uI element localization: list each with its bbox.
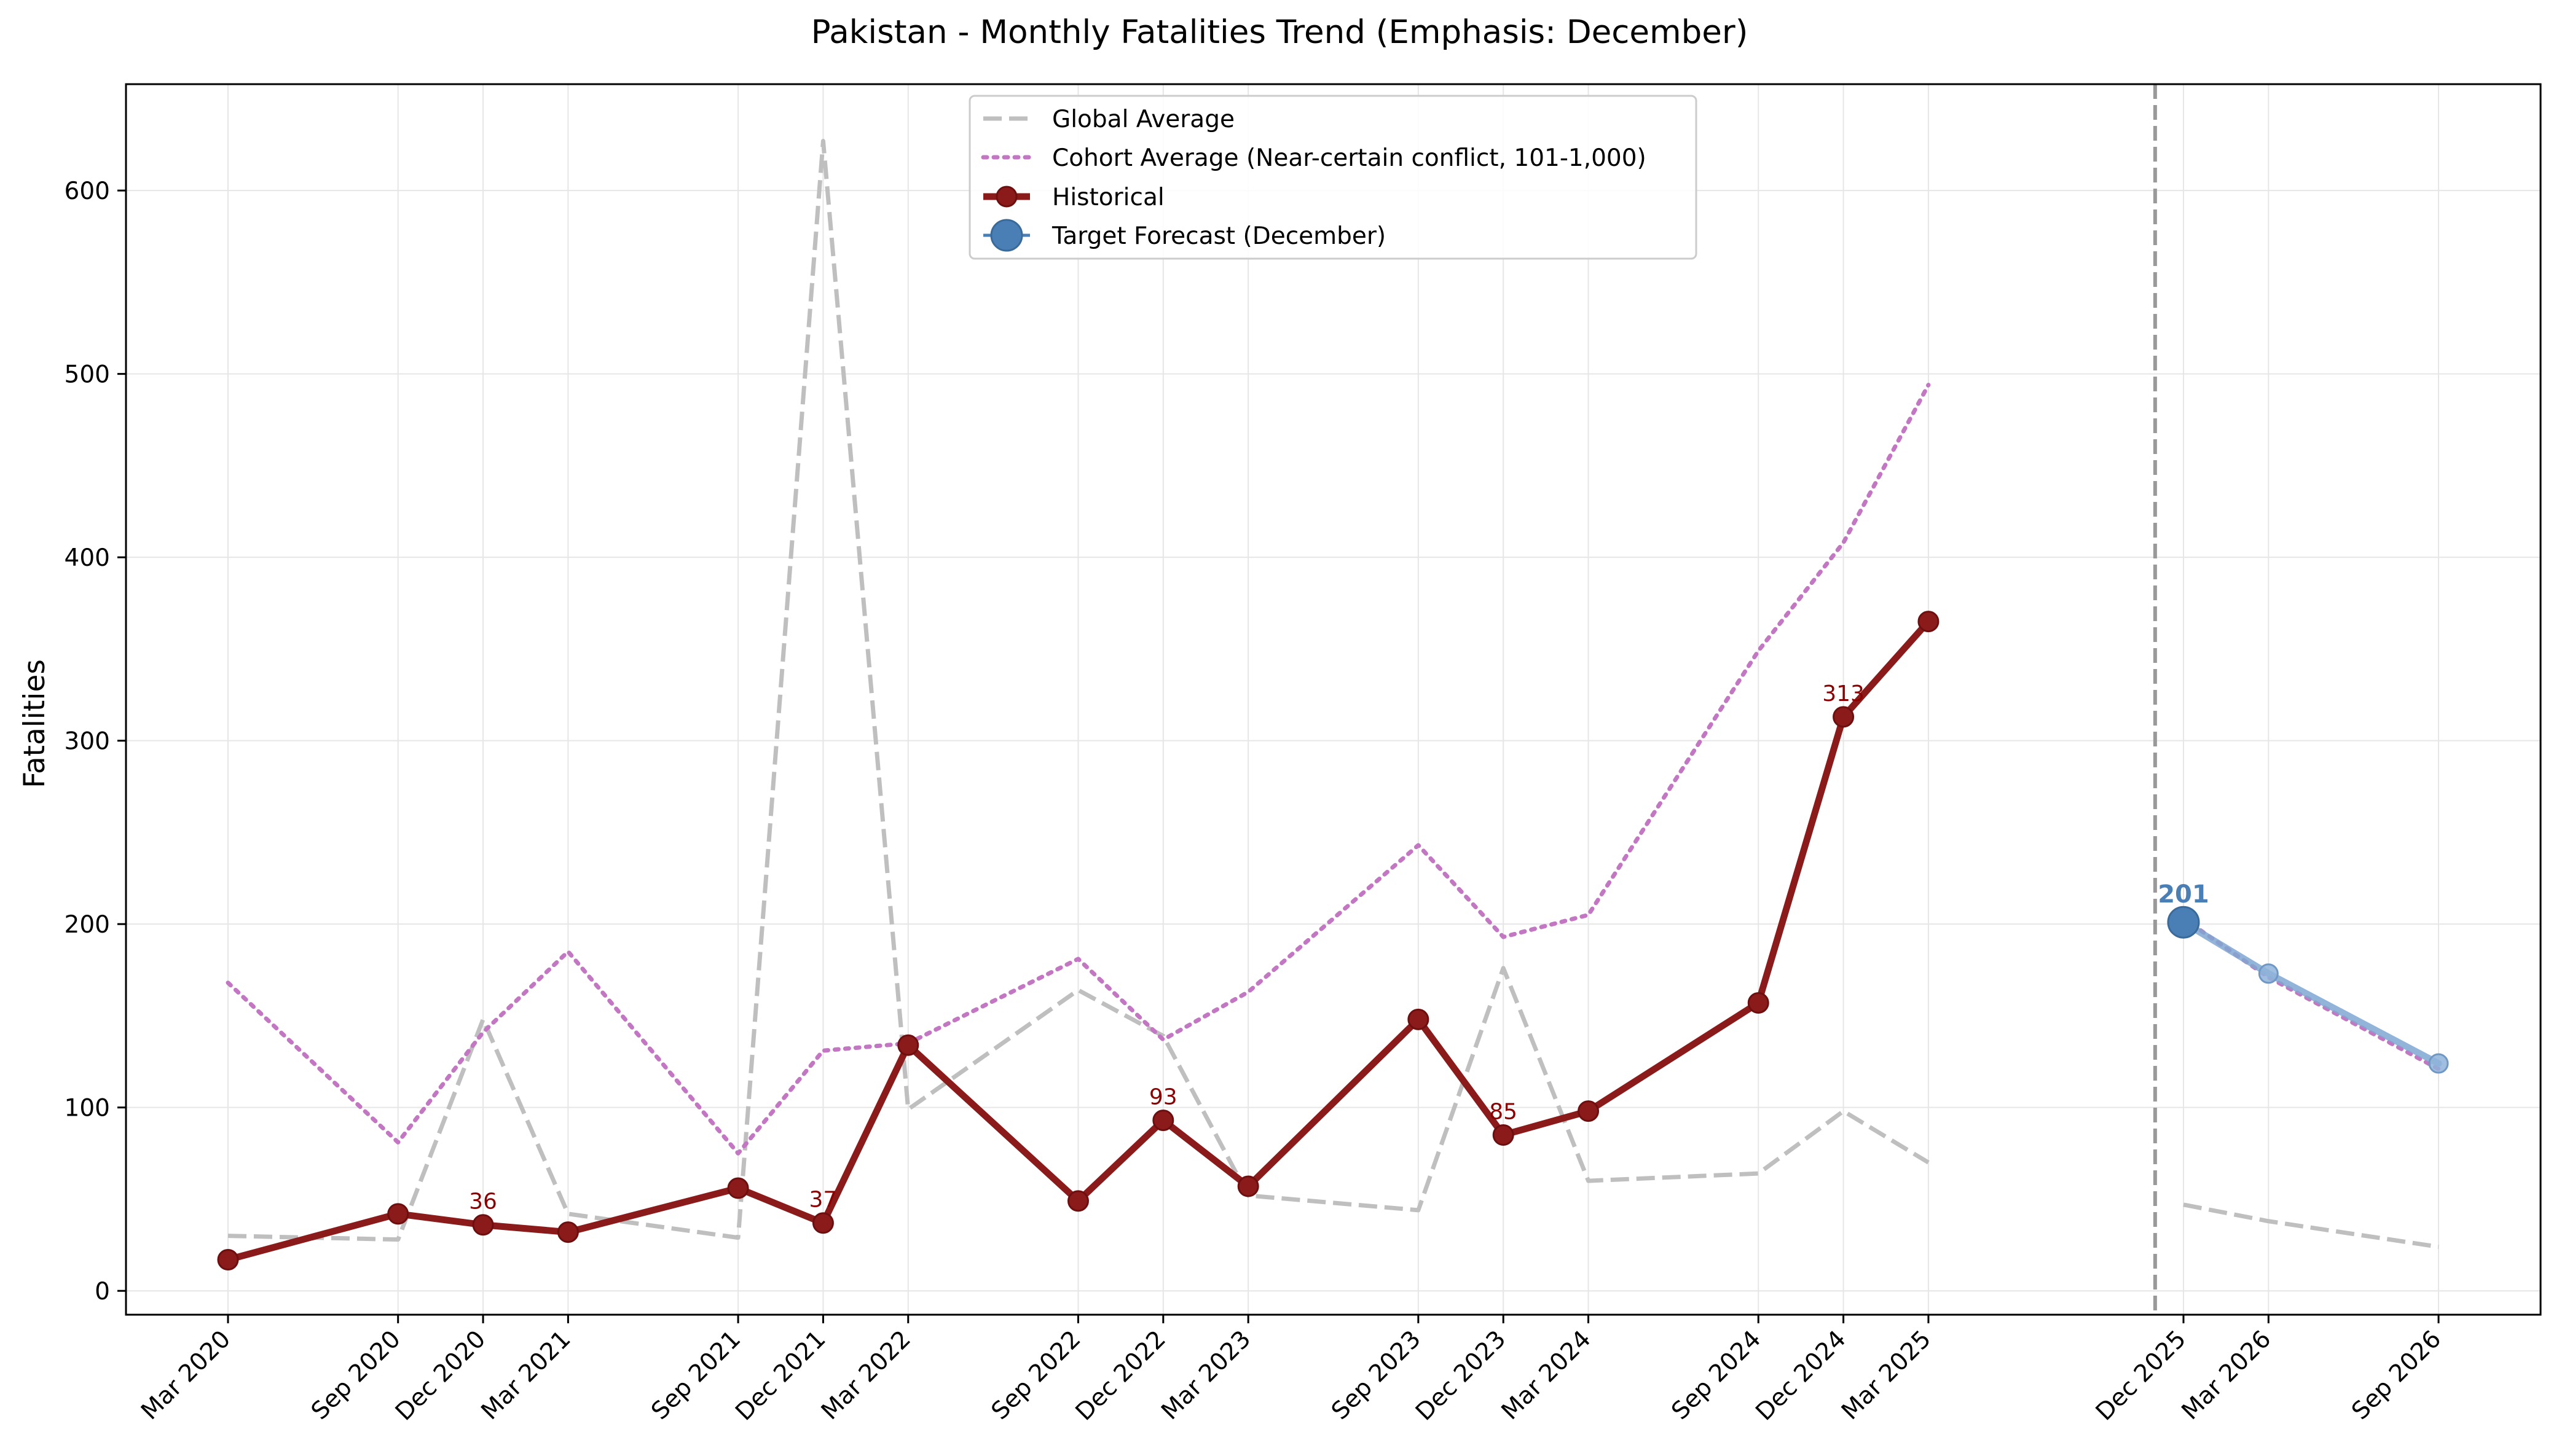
cohort-average-line-segment	[226, 383, 1931, 1156]
forecast-target-point	[2167, 906, 2200, 939]
legend: Global Average Cohort Average (Near-certa…	[969, 95, 1697, 260]
y-tick-label: 600	[65, 178, 110, 205]
data-label: 201	[2158, 880, 2209, 909]
data-label: 313	[1822, 681, 1865, 706]
historical-point	[1917, 611, 1940, 633]
y-tick-label: 200	[65, 911, 110, 939]
y-tick-label: 100	[65, 1095, 110, 1122]
historical-point	[1747, 992, 1769, 1014]
historical-line	[227, 619, 1932, 1263]
forecast-point	[2428, 1053, 2449, 1074]
legend-label: Target Forecast (December)	[1052, 222, 1386, 250]
plot-frame	[125, 83, 2542, 1316]
legend-box	[969, 95, 1697, 260]
y-tick-label: 0	[95, 1278, 110, 1305]
global-average-line-segment	[227, 139, 1930, 1242]
legend-label: Cohort Average (Near-certain conflict, 1…	[1052, 144, 1646, 172]
global-average-line-segment	[2183, 1202, 2439, 1250]
legend-marker	[996, 186, 1018, 208]
historical-point	[897, 1034, 919, 1056]
legend-label: Global Average	[1052, 106, 1235, 133]
historical-point	[1833, 706, 1855, 728]
y-tick-label: 500	[65, 361, 110, 389]
forecast-point	[2258, 963, 2279, 984]
historical-point	[1407, 1008, 1429, 1030]
historical-point	[472, 1214, 494, 1236]
marker-layer	[217, 611, 2449, 1270]
data-label: 85	[1489, 1099, 1517, 1124]
historical-point	[812, 1212, 834, 1234]
historical-point	[1067, 1190, 1089, 1212]
historical-point	[557, 1221, 579, 1243]
y-tick-label: 400	[65, 544, 110, 572]
historical-point	[1578, 1100, 1600, 1122]
chart-title: Pakistan - Monthly Fatalities Trend (Emp…	[811, 14, 1748, 51]
historical-point	[727, 1177, 749, 1199]
historical-point	[217, 1248, 239, 1270]
y-tick-label: 300	[65, 728, 110, 756]
series-layer	[226, 84, 2442, 1315]
grid	[126, 84, 2541, 1315]
y-axis-label: Fatalities	[18, 659, 52, 788]
historical-point	[387, 1203, 409, 1225]
historical-point	[1237, 1175, 1259, 1197]
data-label: 36	[469, 1189, 497, 1215]
historical-point	[1492, 1124, 1514, 1146]
data-label: 93	[1149, 1085, 1177, 1110]
historical-point	[1152, 1110, 1174, 1132]
legend-marker	[990, 219, 1023, 252]
legend-label: Historical	[1052, 184, 1165, 211]
data-label-layer: 36 37 93 85 313 201	[469, 681, 2209, 1215]
data-label: 37	[809, 1188, 838, 1213]
